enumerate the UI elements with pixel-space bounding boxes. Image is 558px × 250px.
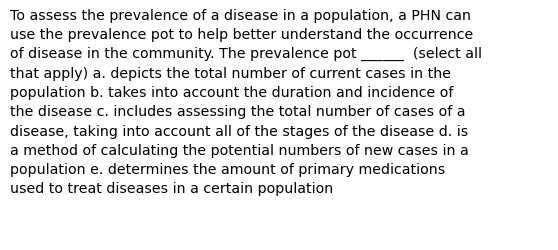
Text: To assess the prevalence of a disease in a population, a PHN can
use the prevale: To assess the prevalence of a disease in… <box>10 9 482 196</box>
